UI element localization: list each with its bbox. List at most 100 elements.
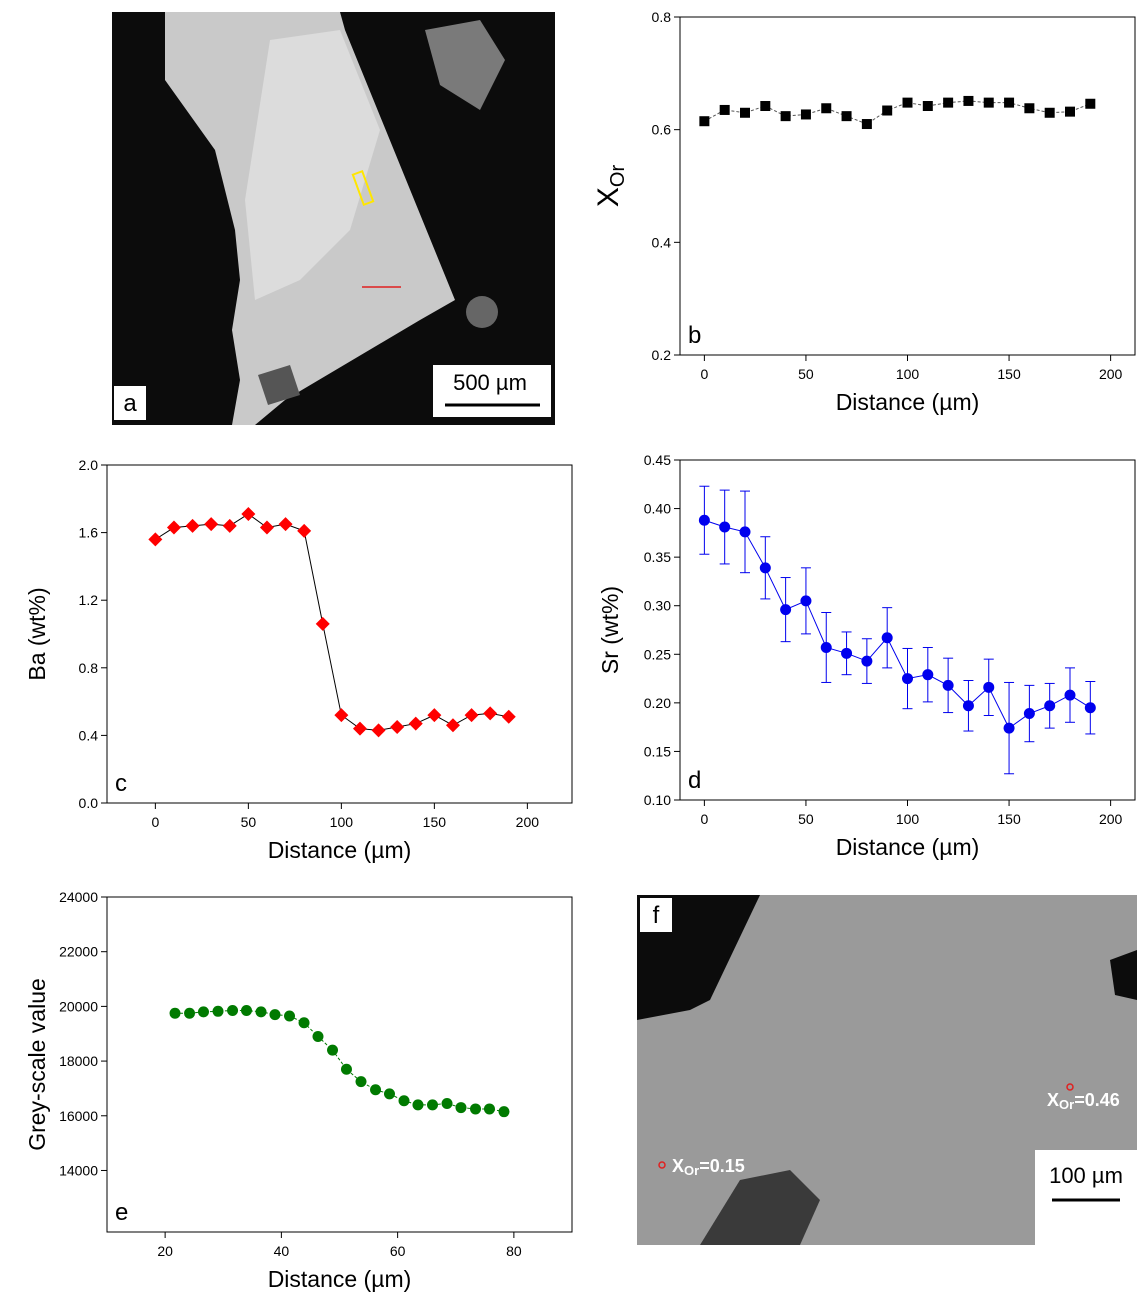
marker <box>1065 106 1075 117</box>
y-axis-label-main: Sr (wt%) <box>597 586 623 674</box>
label-box <box>640 898 672 932</box>
marker <box>412 1099 424 1111</box>
annotation-sub: Or <box>684 1163 699 1178</box>
y-tick-label: 0.0 <box>79 795 99 811</box>
x-tick-label: 100 <box>896 366 920 382</box>
plot-frame <box>679 459 1136 801</box>
marker <box>1084 702 1096 714</box>
marker <box>284 1010 296 1022</box>
marker <box>739 526 751 538</box>
y-tick-label: 24000 <box>59 889 98 905</box>
marker <box>740 107 750 118</box>
series-line <box>175 1009 505 1113</box>
y-tick-label: 1.2 <box>79 592 99 608</box>
marker <box>922 101 933 112</box>
y-axis-label-sub: Or <box>607 165 629 188</box>
marker <box>241 1004 252 1016</box>
grain <box>466 296 498 328</box>
marker <box>498 1106 510 1118</box>
y-tick-label: 16000 <box>59 1108 98 1124</box>
x-tick-label: 100 <box>330 814 354 830</box>
x-tick-label: 200 <box>1099 366 1123 382</box>
annotation-value: =0.46 <box>1074 1090 1120 1110</box>
y-tick-label: 1.6 <box>79 525 99 541</box>
marker <box>1044 700 1056 712</box>
marker <box>184 1007 196 1019</box>
marker <box>943 97 954 108</box>
marker <box>470 1103 482 1115</box>
marker <box>255 1006 267 1018</box>
x-axis-label: Distance (µm) <box>836 389 980 415</box>
y-axis-label: XOr <box>592 165 629 208</box>
annotation-sub: Or <box>1059 1097 1074 1112</box>
marker <box>841 111 852 122</box>
marker <box>197 1006 209 1018</box>
marker <box>483 1103 495 1115</box>
marker <box>983 97 994 108</box>
y-tick-label: 14000 <box>59 1162 98 1178</box>
marker <box>963 95 974 106</box>
x-tick-label: 80 <box>506 1243 522 1259</box>
marker <box>922 669 934 681</box>
marker <box>800 595 812 607</box>
x-tick-label: 20 <box>157 1243 173 1259</box>
annotation-x: X <box>672 1156 684 1176</box>
dark-region <box>1110 950 1137 1000</box>
marker <box>1004 97 1015 108</box>
grain <box>425 20 505 110</box>
marker <box>222 518 237 533</box>
annotation: XOr=0.46 <box>1047 1090 1120 1112</box>
marker <box>942 679 954 691</box>
marker <box>383 1088 395 1100</box>
marker <box>278 517 293 532</box>
panel-label: e <box>115 1199 128 1226</box>
label-box <box>114 386 146 420</box>
grain <box>258 365 300 405</box>
marker <box>427 1099 438 1111</box>
micrograph-f: XOr=0.15 XOr=0.46 f 100 µm <box>637 895 1137 1245</box>
panel-label: b <box>688 322 701 349</box>
panel-label: a <box>123 390 137 417</box>
y-tick-label: 0.35 <box>644 549 671 565</box>
plot-frame <box>679 16 1136 356</box>
marker <box>1024 103 1035 114</box>
micrograph-a: a 500 µm <box>112 12 555 425</box>
marker <box>441 1097 453 1109</box>
x-tick-label: 50 <box>798 366 814 382</box>
dark-region <box>700 1170 820 1245</box>
marker <box>1023 708 1035 720</box>
y-tick-label: 0.4 <box>652 234 672 250</box>
marker <box>315 616 330 631</box>
marker <box>241 507 256 522</box>
crystal-core <box>245 30 380 300</box>
x-axis-label: Distance (µm) <box>836 834 980 860</box>
marker <box>390 719 405 734</box>
y-tick-label: 22000 <box>59 944 98 960</box>
panel-label: d <box>688 767 701 794</box>
y-axis-label: Ba (wt%) <box>24 587 50 680</box>
series-line <box>155 513 509 731</box>
spot <box>658 1161 666 1169</box>
marker <box>371 723 386 738</box>
y-tick-label: 18000 <box>59 1053 98 1069</box>
marker <box>821 103 832 114</box>
plot-frame <box>106 464 573 804</box>
y-tick-label: 0.30 <box>644 598 671 614</box>
marker <box>882 105 893 116</box>
x-tick-label: 200 <box>516 814 540 830</box>
y-axis-label-main: X <box>592 187 625 207</box>
panel-label: c <box>115 770 127 797</box>
marker <box>408 716 423 731</box>
x-tick-label: 0 <box>700 366 708 382</box>
chart: 14000 16000 18000 20000 22000 24000 20 40 60 80 Di… <box>24 889 573 1292</box>
annotation: XOr=0.15 <box>672 1156 745 1178</box>
y-tick-label: 0.20 <box>644 695 671 711</box>
marker <box>327 1044 339 1056</box>
marker <box>902 97 913 108</box>
marker <box>166 520 181 535</box>
marker <box>259 520 274 535</box>
marker <box>355 1076 367 1088</box>
annotation-x: X <box>1047 1090 1059 1110</box>
x-tick-label: 60 <box>390 1243 406 1259</box>
